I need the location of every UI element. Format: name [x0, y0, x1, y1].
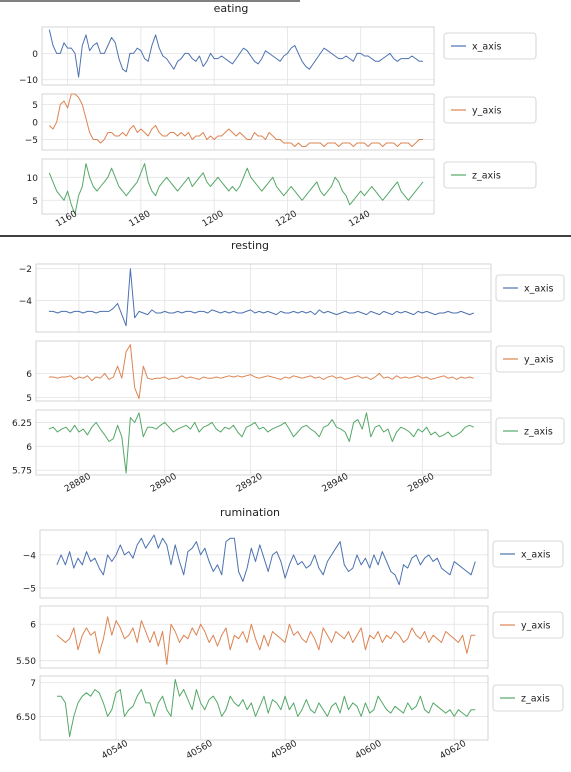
- legend-label: x_axis: [472, 42, 501, 53]
- panel-y_axis: 6 5 y_axis: [26, 340, 565, 404]
- panel-frame: [39, 605, 489, 669]
- legend-box: [443, 96, 537, 124]
- series-line-x_axis: [48, 268, 474, 327]
- x-tick-label: 1180: [127, 209, 152, 229]
- legend-label: x_axis: [524, 284, 553, 295]
- x-tick-label: 1220: [274, 209, 299, 229]
- y-tick-label: 5.50: [16, 657, 36, 667]
- legend-box: [495, 345, 565, 373]
- legend-label: x_axis: [521, 550, 550, 561]
- series-line-y_axis: [48, 93, 423, 147]
- panel-y_axis: 5 0 −5 y_axis: [25, 93, 537, 151]
- panel-z_axis: 7 6.50 z_axis 40540 40560 40580 40600 40620: [16, 675, 564, 762]
- x-tick-label: 40580: [269, 739, 299, 762]
- y-tick-label: 0: [32, 50, 38, 60]
- x-tick-label: 1200: [201, 209, 226, 229]
- chart-title: eating: [214, 2, 249, 15]
- panel-frame: [41, 93, 435, 151]
- y-tick-label: 5: [32, 101, 38, 111]
- legend-box: [443, 161, 537, 189]
- legend-box: [495, 417, 565, 445]
- legend-x_axis: x_axis: [495, 274, 565, 302]
- y-tick-label: 6.50: [16, 713, 36, 723]
- legend-box: [492, 540, 564, 568]
- y-tick-label: −10: [19, 76, 38, 86]
- x-tick-label: 1160: [54, 209, 79, 229]
- series-line-z_axis: [56, 678, 476, 738]
- y-tick-label: 5.75: [12, 467, 32, 477]
- y-tick-label: 6.25: [12, 419, 32, 429]
- y-tick-label: −5: [25, 136, 38, 146]
- panel-x_axis: 0 −10 x_axis: [19, 26, 537, 86]
- panel-y_axis: 6 5.50 y_axis: [16, 605, 564, 669]
- legend-label: y_axis: [521, 621, 550, 632]
- chart-rumination: rumination −4 −5 x_axis 6 5.50 y_axis 7 6.50 z_ax…: [16, 506, 564, 762]
- series-line-z_axis: [48, 412, 475, 474]
- panel-frame: [39, 529, 489, 599]
- x-tick-label: 40560: [185, 739, 215, 762]
- legend-box: [443, 32, 537, 60]
- panel-frame: [39, 675, 489, 741]
- y-tick-label: −5: [23, 585, 36, 595]
- x-tick-label: 40600: [354, 739, 384, 762]
- legend-label: y_axis: [472, 106, 501, 117]
- legend-z_axis: z_axis: [492, 684, 564, 712]
- y-tick-label: 6: [26, 443, 32, 453]
- panel-frame: [35, 340, 492, 402]
- y-tick-label: 10: [27, 174, 39, 184]
- y-tick-label: 5: [32, 197, 38, 207]
- y-tick-label: 5: [26, 394, 32, 404]
- panel-z_axis: 10 5 z_axis 1160 1180 1200 1220 1240: [27, 158, 537, 229]
- panel-frame: [41, 26, 435, 86]
- series-line-x_axis: [56, 534, 476, 586]
- series-line-y_axis: [56, 616, 476, 665]
- chart-title: resting: [231, 239, 269, 252]
- series-line-x_axis: [48, 29, 423, 78]
- series-line-z_axis: [48, 163, 424, 215]
- legend-x_axis: x_axis: [492, 540, 564, 568]
- x-tick-label: 40620: [438, 739, 468, 762]
- legend-y_axis: y_axis: [443, 96, 537, 124]
- legend-y_axis: y_axis: [495, 345, 565, 373]
- x-tick-label: 1240: [347, 209, 372, 229]
- panel-x_axis: −4 −5 x_axis: [23, 529, 564, 599]
- chart-title: rumination: [220, 506, 280, 519]
- legend-box: [492, 611, 564, 639]
- panel-frame: [35, 263, 492, 333]
- y-tick-label: 0: [32, 119, 38, 129]
- legend-x_axis: x_axis: [443, 32, 537, 60]
- y-tick-label: −4: [19, 297, 33, 307]
- y-tick-label: 6: [26, 370, 32, 380]
- legend-label: y_axis: [524, 355, 553, 366]
- legend-label: z_axis: [521, 694, 550, 705]
- y-tick-label: −4: [23, 551, 37, 561]
- x-tick-label: 40540: [100, 739, 130, 762]
- legend-z_axis: z_axis: [495, 417, 565, 445]
- panel-frame: [41, 158, 435, 215]
- legend-box: [495, 274, 565, 302]
- legend-label: z_axis: [524, 427, 553, 438]
- y-tick-label: 7: [30, 679, 36, 689]
- legend-label: z_axis: [472, 171, 501, 182]
- panel-x_axis: −2 −4 x_axis: [19, 263, 565, 333]
- legend-box: [492, 684, 564, 712]
- y-tick-label: −2: [19, 265, 32, 275]
- legend-z_axis: z_axis: [443, 161, 537, 189]
- legend-y_axis: y_axis: [492, 611, 564, 639]
- y-tick-label: 6: [30, 621, 36, 631]
- series-line-y_axis: [48, 344, 474, 400]
- panel-frame: [35, 409, 492, 476]
- chart-resting: resting −2 −4 x_axis 6 5 y_axis 6.25 6 5.75 z_axis…: [12, 239, 565, 495]
